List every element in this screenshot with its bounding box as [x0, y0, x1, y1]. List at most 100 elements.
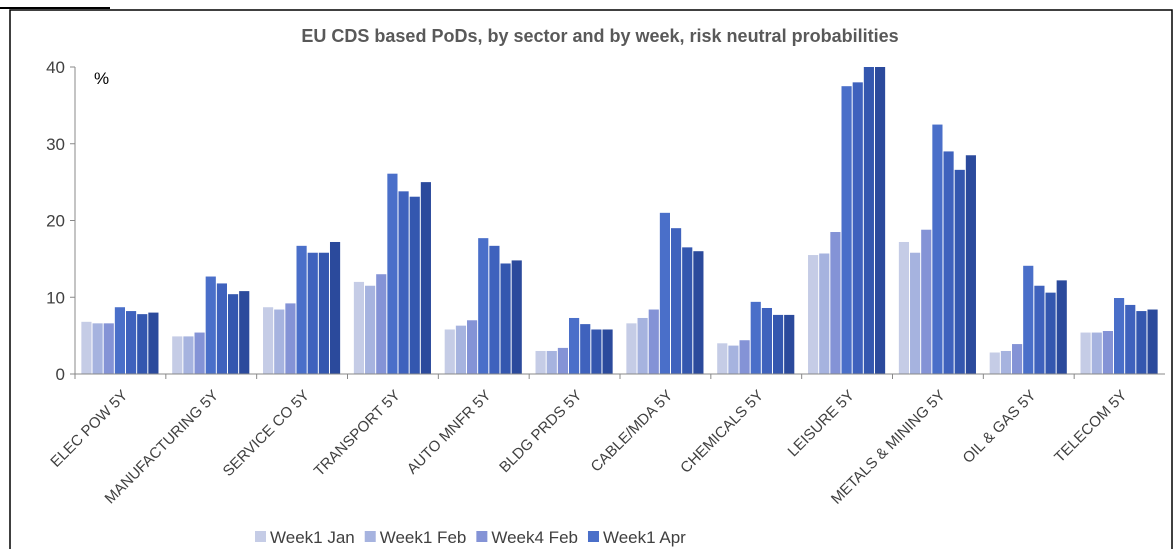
bar: [1136, 311, 1147, 374]
bar: [670, 228, 682, 374]
bar: [205, 276, 216, 374]
bar: [1045, 292, 1056, 374]
legend-swatch: [364, 531, 376, 542]
y-tick-label: 10: [46, 288, 65, 307]
bar: [92, 323, 103, 374]
bar: [511, 260, 522, 374]
bar: [1147, 309, 1158, 374]
x-tick-label: CABLE/MDA 5Y: [588, 387, 677, 476]
bar: [1114, 298, 1125, 374]
x-tick-label: SERVICE CO 5Y: [220, 387, 313, 480]
bar: [420, 182, 431, 374]
y-tick-label: 40: [46, 58, 65, 77]
bar: [1091, 332, 1102, 374]
bar: [1102, 331, 1114, 374]
bar: [285, 303, 296, 374]
bar: [1023, 265, 1034, 374]
bar: [125, 311, 137, 374]
bar: [750, 301, 761, 374]
bar: [296, 245, 307, 374]
bar: [739, 340, 750, 374]
x-tick-label: OIL & GAS 5Y: [960, 387, 1040, 467]
unit-label: %: [94, 69, 109, 88]
legend-label: Week1 Apr: [603, 528, 686, 547]
x-tick-label: BLDG PRDS 5Y: [496, 387, 585, 476]
chart-title: EU CDS based PoDs, by sector and by week…: [301, 26, 898, 46]
bar: [841, 86, 852, 374]
bar: [489, 245, 500, 374]
bar: [898, 241, 910, 374]
bar: [852, 82, 863, 374]
bar: [863, 67, 874, 374]
legend-label: Week1 Jan: [270, 528, 355, 547]
bar: [580, 324, 591, 374]
bar: [1080, 332, 1091, 374]
bar: [874, 67, 886, 374]
bar: [557, 347, 569, 374]
bar: [659, 212, 670, 374]
bar: [183, 336, 194, 374]
bar: [500, 263, 511, 374]
bar: [263, 307, 274, 374]
bar: [830, 232, 841, 374]
y-tick-label: 30: [46, 135, 65, 154]
bar: [455, 325, 467, 374]
bar: [1012, 344, 1023, 374]
bar: [728, 345, 739, 374]
bar: [772, 314, 784, 374]
bar: [216, 283, 227, 374]
bar: [103, 323, 114, 374]
bar: [954, 169, 965, 374]
bar: [943, 151, 954, 374]
bar: [682, 247, 693, 374]
bar: [910, 252, 921, 374]
bar: [717, 343, 728, 374]
bar: [989, 352, 1000, 374]
x-tick-label: LEISURE 5Y: [785, 387, 858, 460]
x-tick-label: AUTO MNFR 5Y: [404, 387, 495, 478]
bar: [81, 321, 92, 374]
bar: [353, 281, 365, 374]
bar: [784, 314, 795, 374]
bar: [307, 252, 318, 374]
x-tick-label: TRANSPORT 5Y: [311, 387, 404, 480]
legend-swatch: [255, 531, 266, 542]
chart-border: [9, 9, 1173, 554]
x-tick-label: ELEC POW 5Y: [47, 387, 131, 471]
bar: [467, 320, 478, 374]
bar: [376, 274, 387, 374]
bar: [114, 307, 125, 374]
bar: [274, 309, 285, 374]
bar: [932, 124, 943, 374]
y-tick-label: 0: [56, 365, 65, 384]
legend-swatch: [476, 531, 488, 542]
y-tick-label: 20: [46, 212, 65, 231]
x-tick-label: CHEMICALS 5Y: [677, 387, 767, 477]
bar: [591, 329, 602, 374]
bar: [137, 314, 148, 374]
bar: [808, 255, 819, 374]
bar: [365, 285, 376, 374]
bar: [693, 251, 704, 374]
legend-label: Week1 Feb: [380, 528, 467, 547]
bar: [227, 294, 239, 374]
bar: [194, 332, 205, 374]
bar: [535, 350, 546, 374]
x-tick-label: TELECOM 5Y: [1051, 387, 1130, 466]
bar: [569, 317, 580, 374]
bar: [546, 350, 557, 374]
bar: [478, 238, 489, 374]
legend-swatch: [587, 531, 599, 542]
bar: [626, 323, 637, 374]
bar: [409, 196, 420, 374]
bar: [148, 312, 159, 374]
bar: [172, 336, 183, 374]
bar: [387, 173, 398, 374]
bar: [819, 253, 830, 374]
bar: [239, 291, 250, 374]
bar: [1034, 285, 1045, 374]
bar: [398, 191, 409, 374]
bar: [761, 307, 772, 374]
bar: [648, 309, 659, 374]
